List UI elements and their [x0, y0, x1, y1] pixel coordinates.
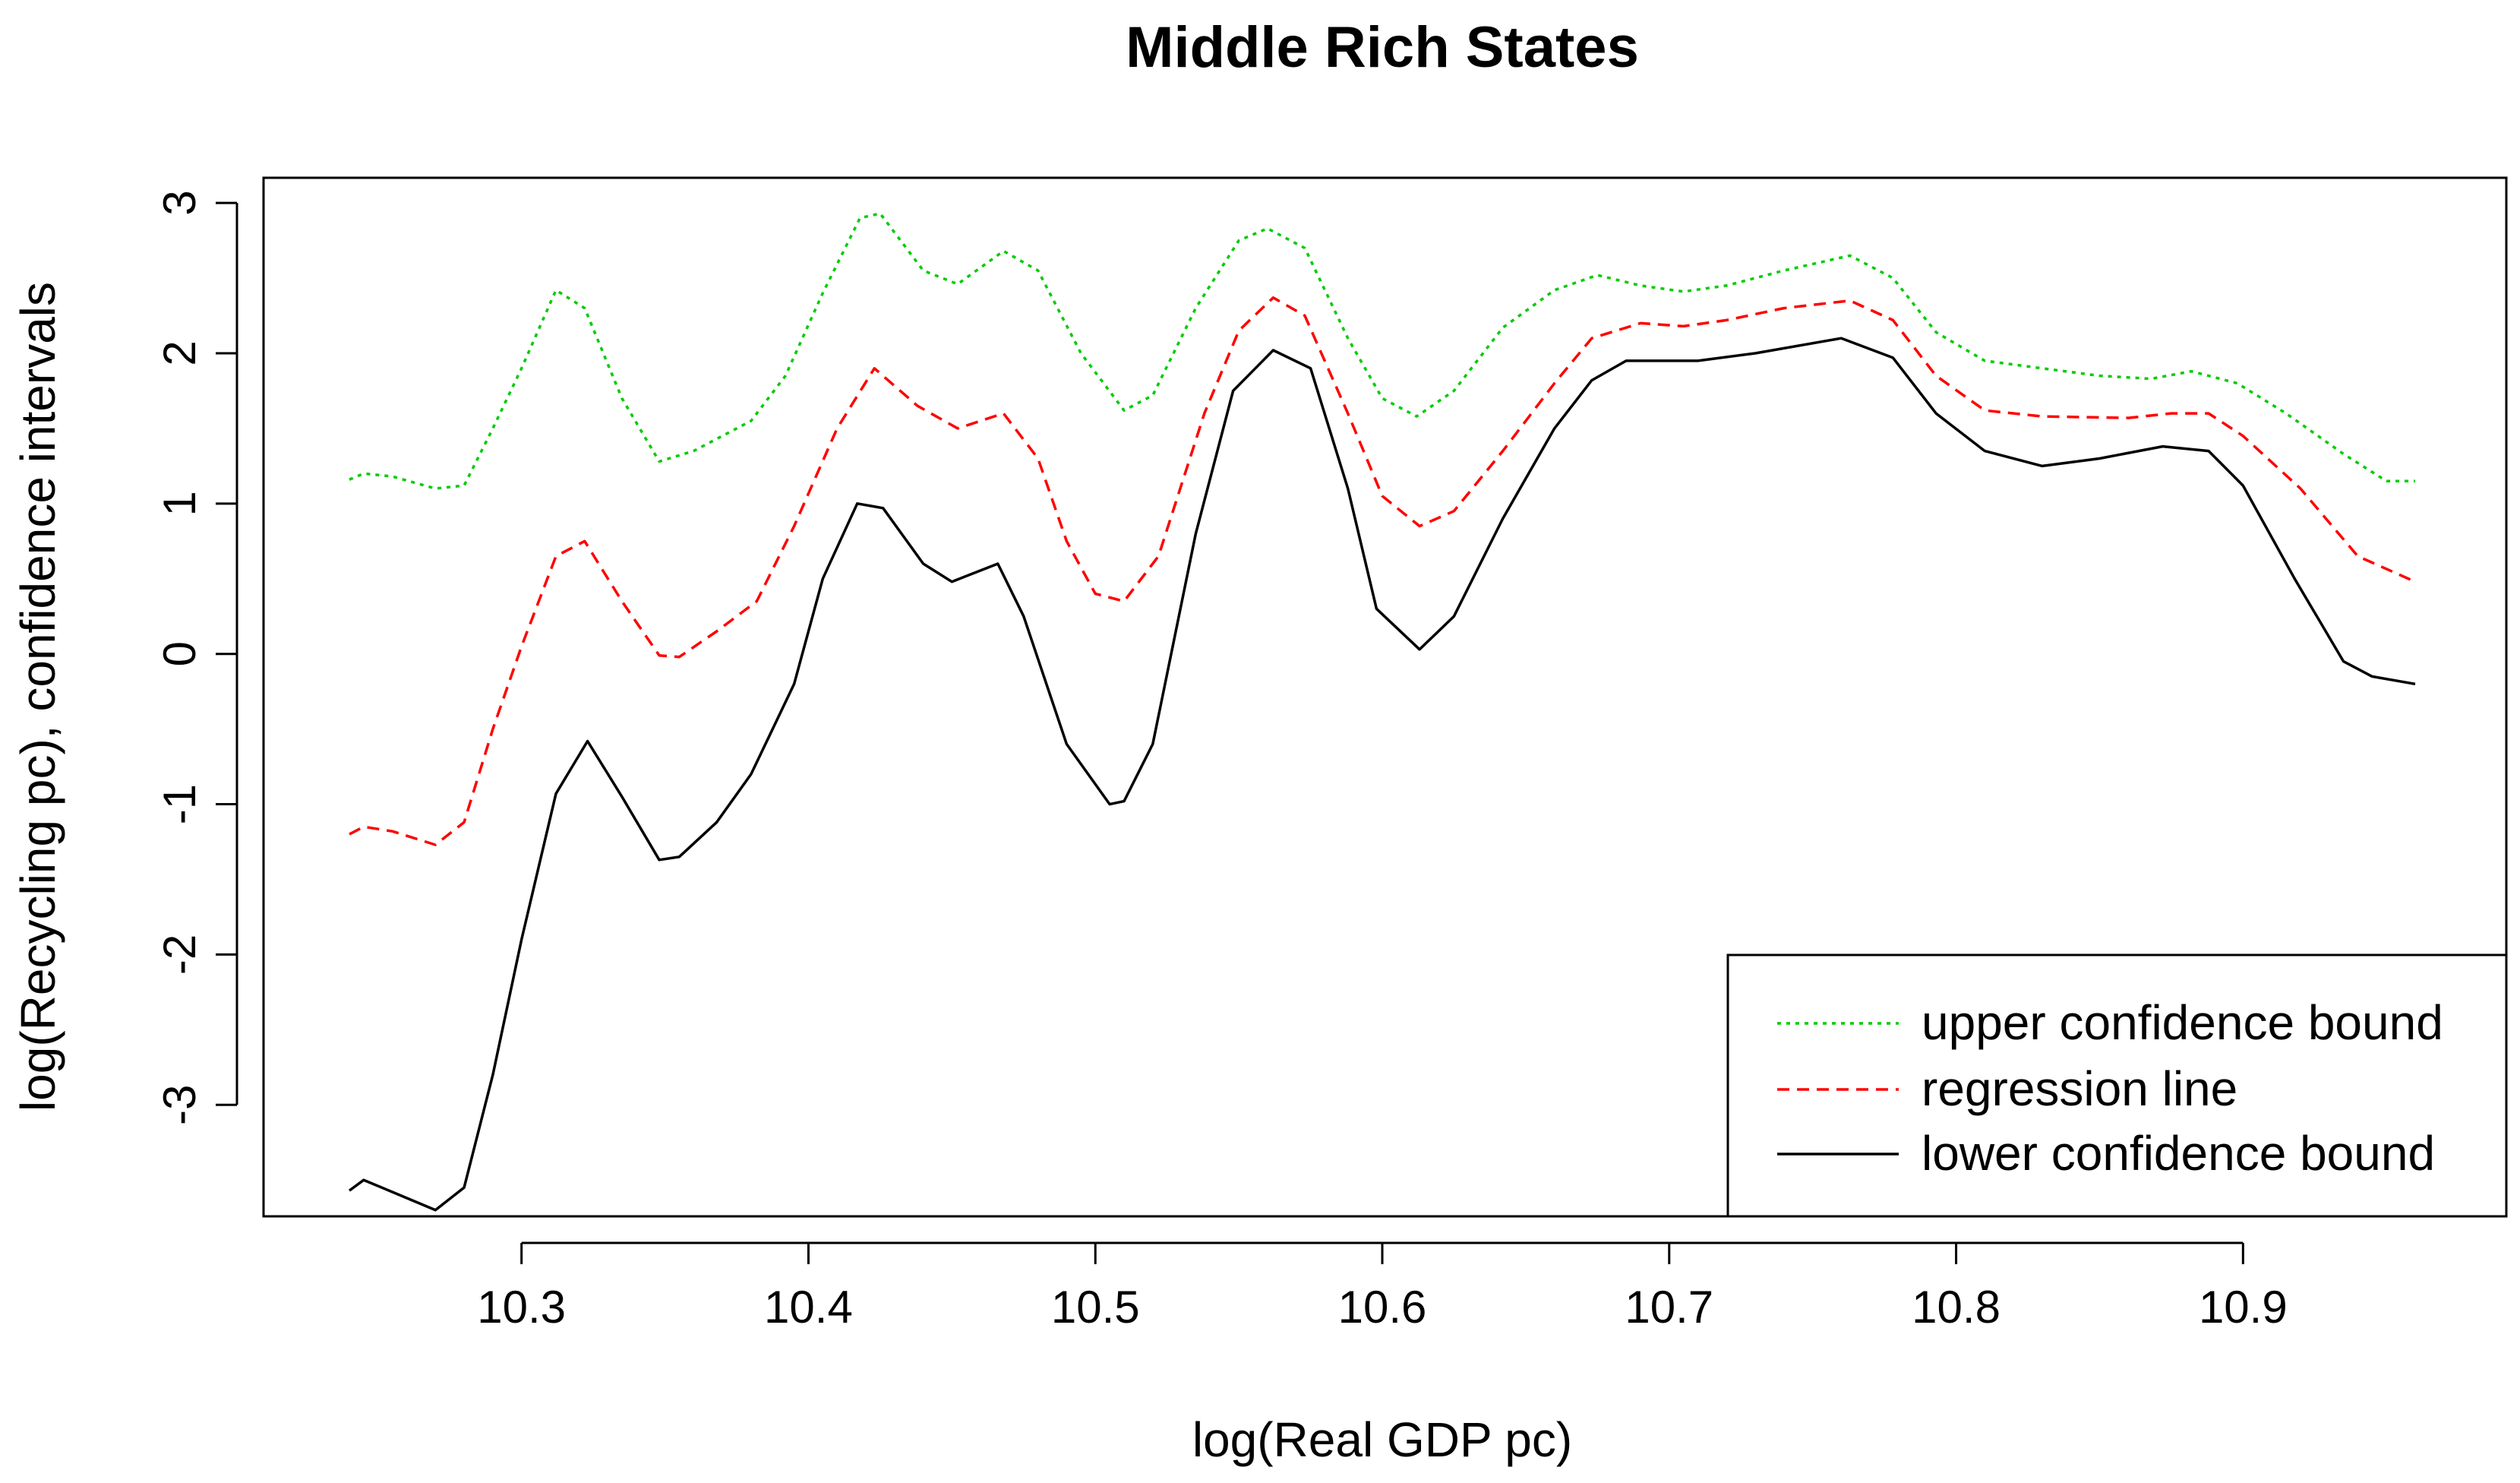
x-tick-label: 10.3: [477, 1282, 566, 1333]
chart-title: Middle Rich States: [1126, 15, 1639, 80]
x-tick-label: 10.4: [764, 1282, 853, 1333]
x-axis-label: log(Real GDP pc): [1192, 1412, 1572, 1467]
series-line-upper-confidence-bound: [349, 212, 2415, 490]
plot-frame: [262, 176, 2508, 1218]
y-tick-label: -1: [154, 784, 205, 824]
legend-entries: upper confidence bound regression line low…: [1777, 995, 2443, 1181]
y-tick-label: 1: [154, 491, 205, 516]
y-tick-label: 2: [154, 340, 205, 365]
x-tick-label: 10.5: [1051, 1282, 1140, 1333]
x-axis-ticks: 10.3 10.4 10.5 10.6 10.7 10.8 10.9: [477, 1243, 2288, 1333]
y-tick-label: -3: [154, 1085, 205, 1125]
series-line-lower-confidence-bound: [348, 337, 2416, 1212]
legend: upper confidence bound regression line low…: [1726, 953, 2508, 1218]
y-axis-label: log(Recycling pc), confidence intervals: [11, 282, 65, 1111]
y-tick-label: -2: [154, 934, 205, 975]
x-tick-label: 10.6: [1338, 1282, 1427, 1333]
series-line-regression-line: [349, 296, 2416, 846]
legend-label: lower confidence bound: [1922, 1126, 2435, 1181]
x-tick-label: 10.8: [1912, 1282, 2001, 1333]
y-tick-label: 0: [154, 641, 205, 666]
series-layer: [348, 212, 2416, 1212]
legend-box: [1726, 953, 2508, 1218]
y-tick-label: 3: [154, 190, 205, 215]
y-axis-ticks: -3 -2 -1 0 1 2 3: [154, 190, 237, 1125]
legend-label: upper confidence bound: [1922, 995, 2443, 1050]
x-tick-label: 10.7: [1625, 1282, 1713, 1333]
x-tick-label: 10.9: [2199, 1282, 2288, 1333]
legend-label: regression line: [1922, 1061, 2237, 1116]
